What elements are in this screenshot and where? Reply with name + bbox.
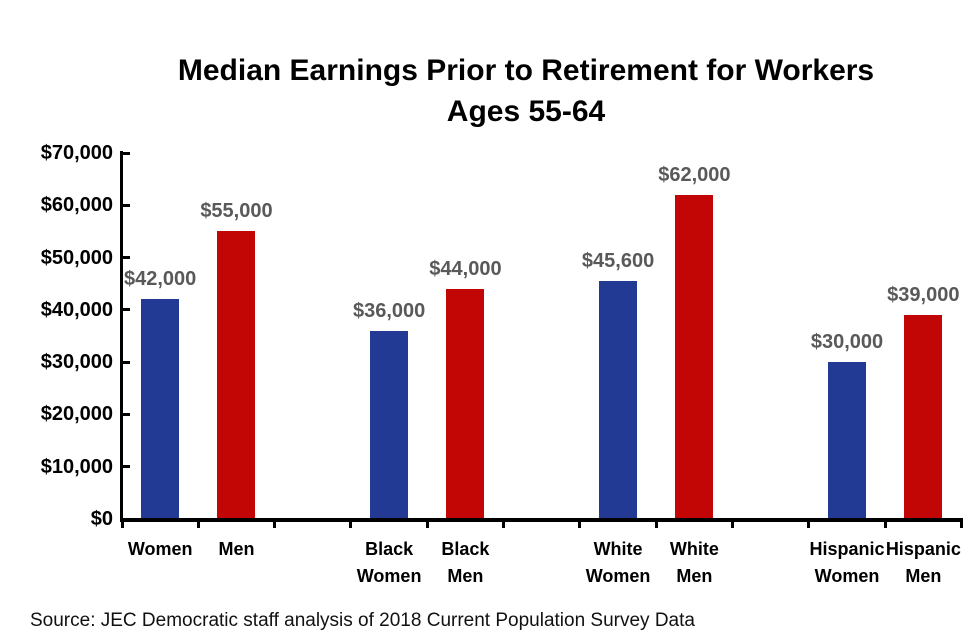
y-axis-tick-label: $10,000 [40,455,113,478]
category-label: White Men [669,539,719,586]
x-axis-tick [578,521,582,528]
chart-title-line2: Ages 55-64 [446,95,606,128]
y-axis-tick-label: $20,000 [40,403,113,426]
bar-black-women [370,330,409,519]
y-axis-tick-label: $60,000 [40,194,113,217]
bar-hispanic-men [904,315,943,519]
bar-hispanic-women [828,362,867,519]
source-note: Source: JEC Democratic staff analysis of… [30,610,695,631]
y-axis-tick-label: $70,000 [40,142,113,164]
x-axis-tick [196,521,200,528]
chart-title: Median Earnings Prior to Retirement for … [56,50,975,132]
category-label: Women [127,539,193,559]
x-axis-tick [960,521,963,528]
bar-value-label: $30,000 [810,331,884,354]
x-axis-tick [273,521,277,528]
bar-women [141,299,180,519]
y-axis-tick [123,308,130,312]
y-axis-tick [123,412,130,416]
x-axis-tick [425,521,429,528]
category-label: White Women [585,539,651,586]
x-axis-line [120,518,963,522]
x-axis-tick [502,521,506,528]
x-axis-tick [807,521,811,528]
bar-white-men [675,194,714,519]
y-axis-line [120,151,123,520]
bar-white-women [599,280,638,519]
bar-value-label: $39,000 [887,284,960,307]
category-label: Hispanic Men [885,539,961,586]
x-axis-tick [883,521,887,528]
bar-value-label: $42,000 [124,268,197,291]
y-axis-tick-label: $50,000 [40,246,113,269]
bar-value-label: $36,000 [352,299,426,322]
y-axis-tick-label: $40,000 [40,298,113,321]
bar-value-label: $62,000 [658,163,731,186]
bar-value-label: $44,000 [429,257,502,280]
y-axis-tick [123,360,130,364]
y-axis-tick [123,203,130,207]
category-label: Men [218,539,255,559]
chart-title-line1: Median Earnings Prior to Retirement for … [177,54,875,87]
x-axis-tick [120,521,124,528]
bar-value-label: $45,600 [581,249,655,272]
y-axis-tick [123,465,130,469]
y-axis-tick-label: $30,000 [40,351,113,374]
x-axis-tick [731,521,735,528]
x-axis-tick [654,521,658,528]
category-label: Black Men [441,539,490,586]
x-axis-tick [349,521,353,528]
category-label: Hispanic Women [809,539,885,586]
bar-value-label: $55,000 [200,200,273,223]
y-axis-tick [123,256,130,260]
bar-men [217,231,256,519]
y-axis-tick-label: $0 [90,508,113,530]
bar-black-men [446,288,485,519]
category-label: Black Women [356,539,422,586]
y-axis-tick [123,151,130,155]
